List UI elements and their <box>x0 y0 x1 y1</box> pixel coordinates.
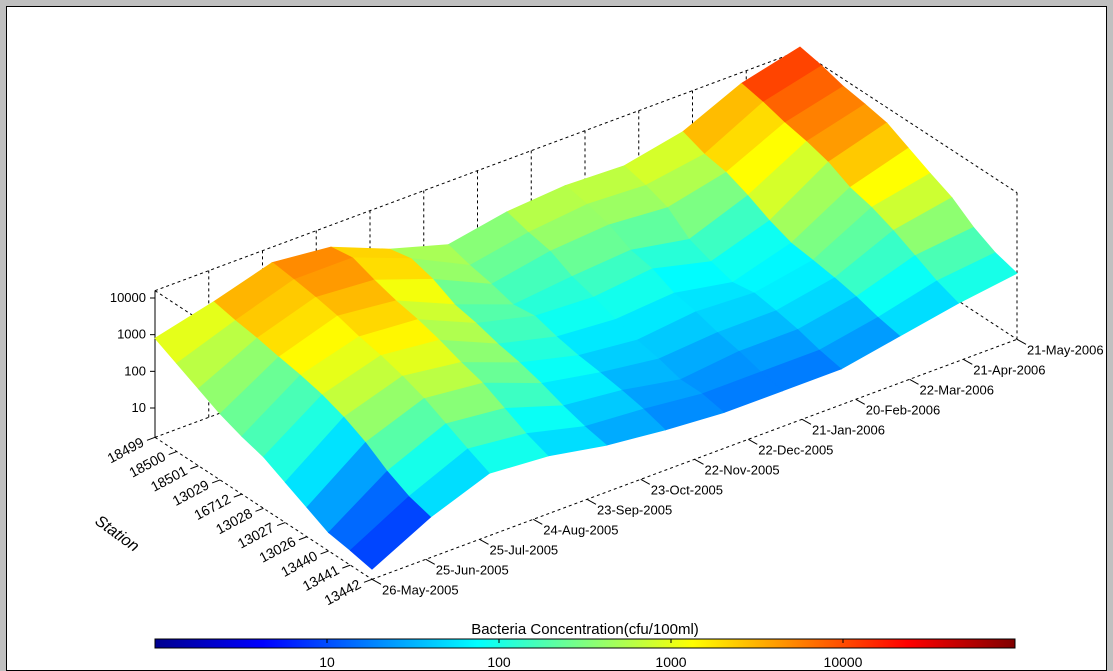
date-tick-label: 22-Mar-2006 <box>920 382 994 397</box>
station-tick <box>211 479 221 484</box>
z-tick-label: 10000 <box>110 290 146 305</box>
date-tick <box>748 438 758 445</box>
grid-line <box>154 50 801 292</box>
date-tick-label: 23-Sep-2005 <box>597 502 672 517</box>
colorbar-ticks: 10 100 1000 10000 <box>319 639 863 670</box>
surface <box>154 46 1018 570</box>
colorbar-tick-label: 100 <box>487 654 511 670</box>
date-tick <box>425 558 435 565</box>
date-tick <box>801 418 812 425</box>
date-tick <box>694 458 704 465</box>
date-tick-label: 25-Jul-2005 <box>490 542 559 557</box>
colorbar-gradient <box>154 638 1016 649</box>
station-tick <box>320 550 329 555</box>
station-tick <box>146 436 156 441</box>
station-tick <box>277 522 286 527</box>
date-tick <box>371 578 382 585</box>
date-tick <box>909 378 919 385</box>
date-tick-label: 21-Jan-2006 <box>812 422 885 437</box>
station-tick <box>168 451 177 456</box>
date-tick <box>640 478 650 485</box>
date-tick-label: 20-Feb-2006 <box>866 402 940 417</box>
date-tick <box>479 538 489 545</box>
station-tick <box>342 564 351 569</box>
date-axis: 26-May-2005 25-Jun-2005 25-Jul-2005 24-Aug-… <box>371 338 1104 597</box>
date-tick-label: 26-May-2005 <box>382 582 459 597</box>
colorbar-tick-label: 10000 <box>824 654 863 670</box>
colorbar-tick-label: 1000 <box>655 654 686 670</box>
surface-patch <box>349 495 432 570</box>
date-tick <box>1016 338 1027 345</box>
z-tick-label: 10 <box>132 400 146 415</box>
station-tick <box>363 578 373 583</box>
station-tick <box>190 465 199 470</box>
date-tick <box>533 518 543 525</box>
station-tick <box>233 493 242 498</box>
grid-line <box>154 436 373 580</box>
date-tick-label: 22-Dec-2005 <box>758 442 833 457</box>
station-tick <box>298 536 308 541</box>
station-tick <box>255 507 264 512</box>
date-tick-label: 21-May-2006 <box>1027 342 1104 357</box>
z-axis: 10000 1000 100 10 <box>110 290 155 415</box>
date-tick-label: 22-Nov-2005 <box>705 462 780 477</box>
date-tick <box>586 498 597 505</box>
date-tick-label: 23-Oct-2005 <box>651 482 723 497</box>
station-axis-label: Station <box>92 512 142 555</box>
z-tick-label: 1000 <box>117 327 146 342</box>
grid-line <box>799 50 1018 194</box>
date-tick-label: 21-Apr-2006 <box>973 362 1045 377</box>
colorbar: Bacteria Concentration(cfu/100ml) 10 100 1… <box>154 621 1016 670</box>
date-tick <box>963 358 973 365</box>
date-tick <box>855 398 865 405</box>
z-tick-label: 100 <box>124 363 146 378</box>
date-tick-label: 25-Jun-2005 <box>436 562 509 577</box>
colorbar-label: Bacteria Concentration(cfu/100ml) <box>471 621 699 638</box>
date-tick-label: 24-Aug-2005 <box>543 522 618 537</box>
colorbar-tick-label: 10 <box>319 654 335 670</box>
